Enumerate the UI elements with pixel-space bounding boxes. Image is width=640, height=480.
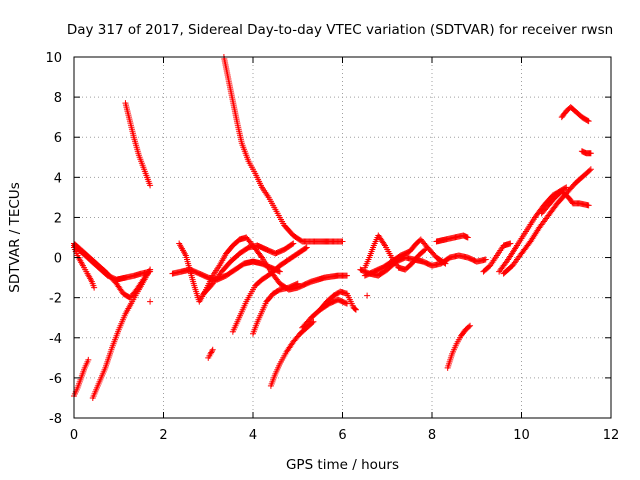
series-track-03 xyxy=(71,244,98,291)
x-tick-label: 4 xyxy=(249,428,257,443)
data-point xyxy=(364,292,371,299)
data-point xyxy=(465,323,472,330)
data-point xyxy=(352,306,359,313)
data-point xyxy=(310,318,317,325)
series-track-22 xyxy=(480,240,514,275)
grid xyxy=(74,57,611,418)
series-track-07 xyxy=(220,54,346,245)
data-point xyxy=(276,268,283,275)
data-point xyxy=(290,240,297,247)
y-tick-label: 0 xyxy=(54,252,62,267)
data-point xyxy=(482,256,489,263)
data-point xyxy=(339,238,346,245)
series-track-11 xyxy=(229,244,310,335)
data-point xyxy=(381,241,388,248)
data-point xyxy=(209,346,216,353)
series-track-16 xyxy=(317,288,359,313)
x-tick-label: 2 xyxy=(159,428,167,443)
data-point xyxy=(352,306,359,313)
y-tick-label: 8 xyxy=(54,91,62,106)
data-point xyxy=(147,182,154,189)
series-track-14 xyxy=(267,318,317,389)
data-point xyxy=(587,166,594,173)
series-track-02 xyxy=(71,240,154,301)
series-track-19 xyxy=(357,252,489,279)
axes: 0 2 4 6 8 10 12 -8 -6 -4 -2 0 2 4 6 8 10 xyxy=(45,51,619,443)
data-point xyxy=(351,305,358,312)
data-point xyxy=(294,280,301,287)
data-points xyxy=(71,54,594,401)
y-axis-title: SDTVAR / TECUs xyxy=(7,182,23,292)
series-track-17 xyxy=(361,232,429,273)
data-point xyxy=(289,241,296,248)
x-tick-label: 0 xyxy=(70,428,78,443)
data-point xyxy=(208,348,215,355)
series-track-24 xyxy=(496,184,570,275)
data-point xyxy=(147,266,154,273)
x-tick-label: 6 xyxy=(338,428,346,443)
data-point xyxy=(585,202,592,209)
series-track-10 xyxy=(200,240,297,297)
y-tick-label: 10 xyxy=(45,51,62,66)
x-tick-label: 8 xyxy=(428,428,436,443)
data-point xyxy=(587,150,594,157)
data-point xyxy=(342,300,349,307)
series-track-13 xyxy=(205,346,216,361)
data-point xyxy=(343,272,350,279)
data-point xyxy=(507,240,514,247)
series-track-06 xyxy=(122,100,154,189)
data-point xyxy=(207,350,214,357)
series-track-27 xyxy=(578,148,594,157)
data-point xyxy=(586,167,593,174)
data-point xyxy=(309,319,316,326)
data-point xyxy=(563,184,570,191)
data-point xyxy=(467,322,474,329)
series-track-29 xyxy=(364,292,371,299)
data-point xyxy=(302,245,309,252)
series-track-12 xyxy=(250,280,301,337)
y-tick-label: -4 xyxy=(49,332,62,347)
data-point xyxy=(91,284,98,291)
data-point xyxy=(464,234,471,241)
data-point xyxy=(147,298,154,305)
y-tick-label: -8 xyxy=(49,412,62,427)
y-tick-label: 4 xyxy=(54,171,62,186)
y-tick-label: 2 xyxy=(54,211,62,226)
x-axis-title: GPS time / hours xyxy=(286,457,399,473)
y-tick-label: -2 xyxy=(49,292,62,307)
series-track-21 xyxy=(444,322,474,371)
series-track-05 xyxy=(89,266,154,401)
y-tick-label: -6 xyxy=(49,372,62,387)
series-track-28 xyxy=(147,298,154,305)
series-track-09 xyxy=(169,258,283,283)
x-tick-label: 12 xyxy=(603,428,620,443)
series-track-26 xyxy=(558,104,592,125)
data-point xyxy=(208,349,215,356)
data-point xyxy=(257,253,264,260)
data-point xyxy=(585,118,592,125)
series-track-23 xyxy=(500,166,594,277)
plot-border xyxy=(73,56,612,419)
x-tick-label: 10 xyxy=(513,428,530,443)
data-point xyxy=(421,247,428,254)
y-tick-label: 6 xyxy=(54,131,62,146)
data-point xyxy=(562,185,569,192)
data-point xyxy=(303,244,310,251)
data-point xyxy=(85,356,92,363)
series-track-25 xyxy=(538,188,592,217)
series-track-20 xyxy=(433,232,471,245)
chart-title: Day 317 of 2017, Sidereal Day-to-day VTE… xyxy=(67,22,613,38)
series-track-08 xyxy=(176,234,350,305)
data-point xyxy=(584,117,591,124)
